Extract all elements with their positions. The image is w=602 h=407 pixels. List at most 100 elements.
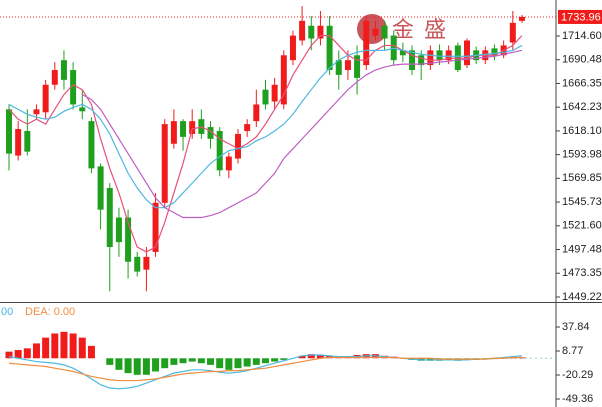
- macd-bar: [152, 358, 160, 372]
- y-tick-label: 1593.98: [562, 149, 602, 161]
- moving-average: [8, 44, 523, 209]
- macd-bar: [216, 358, 224, 369]
- macd-bar: [124, 358, 132, 374]
- candle-body: [6, 109, 12, 154]
- candle-body: [418, 55, 425, 66]
- candle-body: [344, 60, 351, 71]
- watermark: 金盛: [392, 17, 456, 42]
- macd-bar: [14, 350, 22, 359]
- candle-body: [70, 70, 77, 105]
- moving-average: [81, 49, 523, 219]
- candle-body: [335, 60, 342, 75]
- y-tick-label: -49.36: [562, 393, 593, 405]
- candle-body: [51, 70, 58, 85]
- dif-label: .00: [0, 306, 13, 318]
- macd-bar: [261, 358, 269, 364]
- candle-body: [436, 50, 443, 61]
- macd-bar: [307, 354, 315, 359]
- y-tick-label: -20.29: [562, 369, 593, 381]
- candle-body: [509, 22, 516, 43]
- candle-body: [216, 130, 223, 171]
- last-price-box: [558, 9, 602, 24]
- macd-bar: [316, 354, 324, 359]
- dea-line: [8, 356, 522, 382]
- candle-body: [106, 188, 113, 248]
- y-tick-label: 1569.85: [562, 172, 602, 184]
- candle-body: [399, 50, 406, 56]
- candle-body: [271, 84, 278, 102]
- candle-body: [125, 217, 132, 262]
- macd-bar: [87, 345, 95, 359]
- moving-average: [8, 34, 523, 253]
- macd-bar: [234, 358, 242, 369]
- macd-bar: [170, 358, 178, 365]
- macd-bar: [271, 358, 279, 362]
- macd-bar: [161, 358, 169, 369]
- dif-line: [8, 354, 523, 390]
- macd-bar: [225, 358, 233, 370]
- macd-bar: [188, 358, 196, 362]
- macd-bar: [142, 358, 150, 375]
- candle-body: [24, 130, 31, 152]
- candle-body: [262, 89, 269, 105]
- candle-body: [180, 121, 187, 137]
- macd-bar: [42, 337, 50, 359]
- macd-bar: [280, 358, 288, 360]
- candle-body: [299, 20, 306, 41]
- macd-bar: [51, 333, 59, 359]
- macd-bar: [179, 358, 187, 364]
- candle-body: [372, 28, 379, 36]
- macd-bar: [252, 358, 260, 365]
- macd-bar: [207, 358, 215, 365]
- candle-body: [97, 166, 104, 210]
- macd-bar: [197, 358, 205, 364]
- candle-body: [15, 129, 22, 156]
- candle-body: [491, 48, 498, 56]
- macd-bar: [69, 333, 77, 359]
- candle-body: [152, 202, 159, 252]
- candle-body: [115, 217, 122, 243]
- y-tick-label: 1642.23: [562, 101, 602, 113]
- macd-bar: [78, 337, 86, 359]
- y-tick-label: 1497.48: [562, 243, 602, 255]
- candle-body: [88, 121, 95, 169]
- candle-body: [207, 127, 214, 139]
- candle-body: [363, 20, 370, 66]
- candle-body: [280, 55, 287, 105]
- y-tick-label: 8.77: [562, 345, 583, 357]
- y-tick-label: 1618.10: [562, 125, 602, 137]
- y-tick-label: 1714.60: [562, 30, 602, 42]
- candle-body: [464, 40, 470, 66]
- candle-body: [79, 107, 86, 112]
- candle-body: [143, 256, 150, 270]
- candle-body: [42, 84, 49, 113]
- macd-bar: [60, 331, 68, 359]
- macd-bar: [32, 343, 40, 359]
- candle-body: [518, 16, 525, 21]
- candle-body: [354, 55, 361, 78]
- macd-bar: [298, 355, 306, 359]
- last-price-label: 1733.96: [561, 11, 601, 23]
- candle-body: [308, 25, 315, 39]
- macd-bar: [5, 351, 13, 359]
- y-tick-label: 1449.22: [562, 291, 602, 303]
- y-tick-label: 1521.60: [562, 220, 602, 232]
- macd-bar: [115, 358, 123, 370]
- candle-body: [445, 50, 452, 61]
- candle-body: [381, 25, 388, 39]
- macd-bar: [23, 348, 31, 359]
- candle-body: [170, 121, 177, 144]
- candle-body: [326, 25, 333, 71]
- y-tick-label: 1690.48: [562, 54, 602, 66]
- candle-body: [189, 121, 196, 134]
- candle-body: [317, 25, 324, 39]
- candle-body: [253, 104, 260, 122]
- candle-body: [161, 124, 168, 203]
- candle-body: [244, 124, 251, 131]
- candle-body: [409, 50, 416, 71]
- candle-body: [289, 35, 296, 61]
- y-tick-label: 1666.35: [562, 77, 602, 89]
- macd-bar: [243, 358, 251, 367]
- candle-body: [235, 133, 241, 159]
